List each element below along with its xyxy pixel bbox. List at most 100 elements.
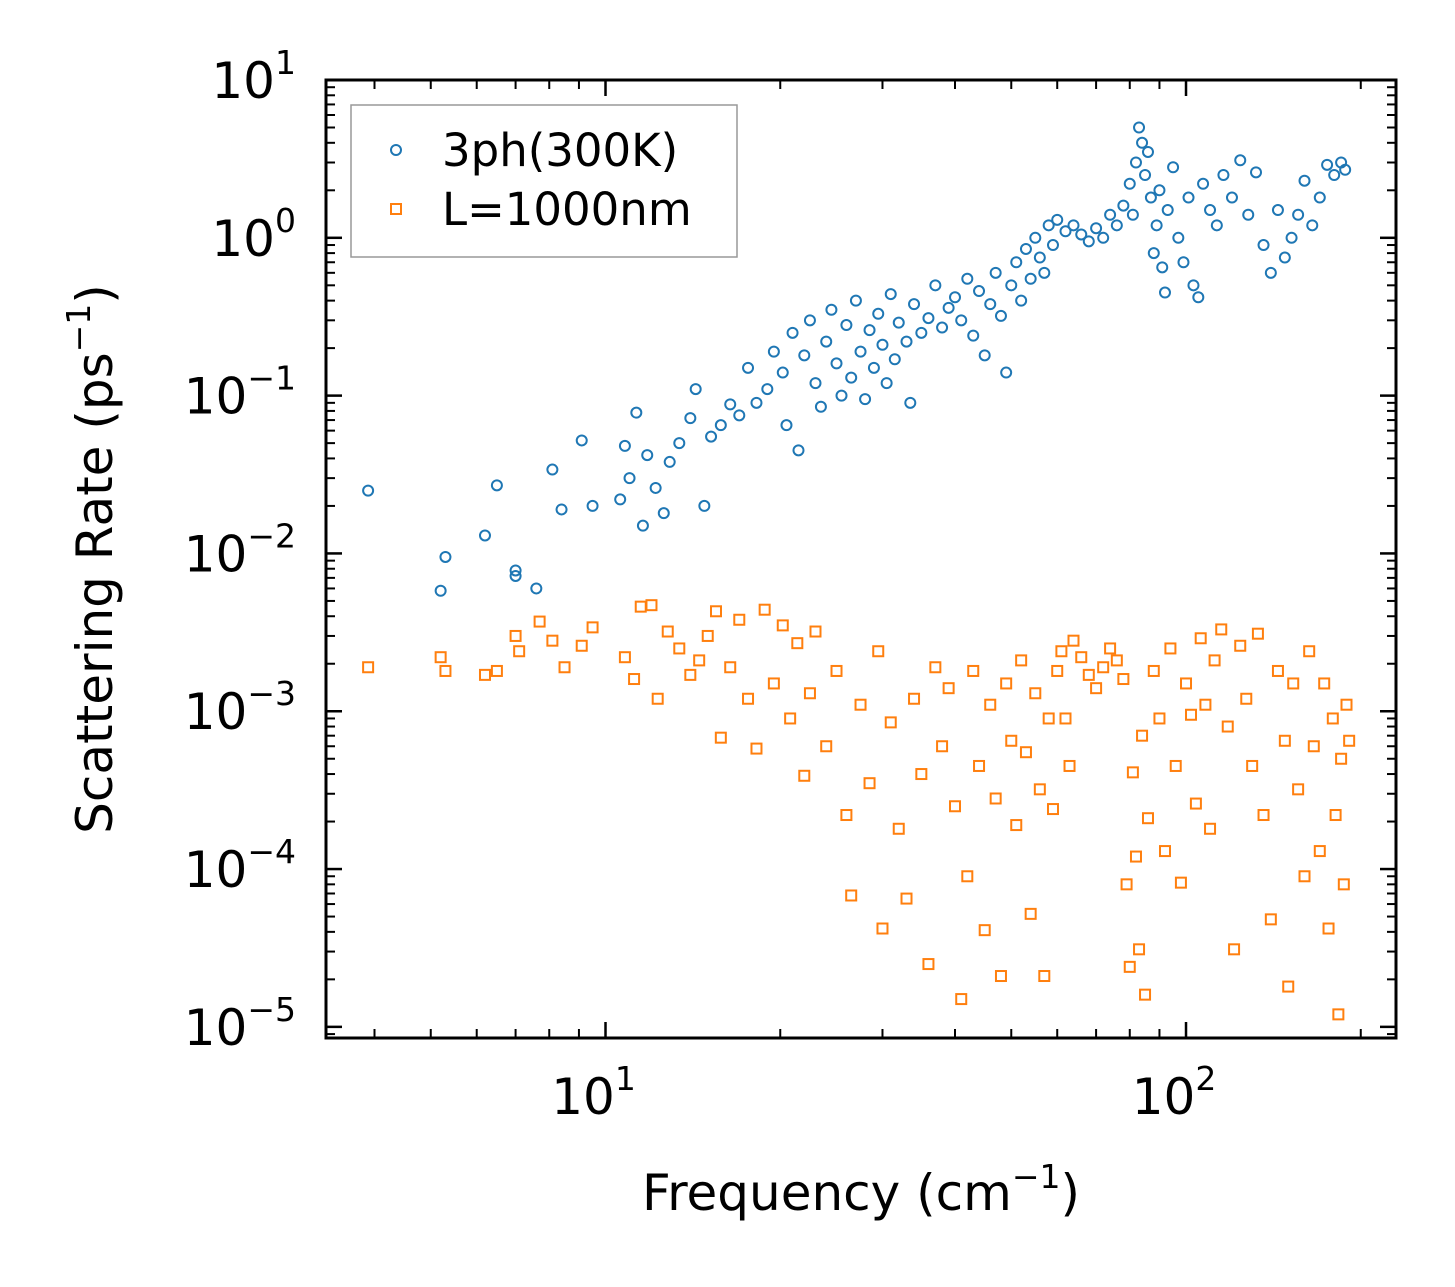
data-point	[1192, 291, 1205, 304]
data-point	[840, 809, 853, 822]
data-point	[1150, 219, 1163, 232]
data-point	[1139, 988, 1152, 1001]
data-point	[1136, 136, 1149, 149]
data-point	[922, 312, 935, 325]
data-point	[803, 687, 816, 700]
data-point	[929, 279, 942, 292]
major-ticks	[326, 78, 1396, 1038]
data-point	[1059, 712, 1072, 725]
data-point	[1240, 692, 1253, 705]
data-point	[973, 759, 986, 772]
data-point	[705, 430, 718, 443]
data-point	[854, 345, 867, 358]
data-point	[1234, 154, 1247, 167]
data-point	[845, 371, 858, 384]
data-point	[724, 398, 737, 411]
data-point	[936, 740, 949, 753]
data-point	[1067, 219, 1080, 232]
data-point	[1090, 222, 1103, 235]
data-point	[955, 993, 968, 1006]
data-point	[949, 800, 962, 813]
data-point	[892, 316, 905, 329]
data-point	[1161, 204, 1174, 217]
data-point	[942, 682, 955, 695]
data-point	[1153, 712, 1166, 725]
data-point	[1185, 708, 1198, 721]
data-point	[1158, 845, 1171, 858]
legend-marker-3ph	[390, 144, 402, 156]
data-point	[1133, 943, 1146, 956]
data-point	[994, 970, 1007, 983]
data-point	[825, 303, 838, 316]
data-point	[1234, 639, 1247, 652]
data-point	[750, 396, 763, 409]
data-point	[929, 661, 942, 674]
data-point	[1321, 158, 1334, 171]
data-point	[645, 599, 658, 612]
data-point	[623, 472, 636, 485]
data-point	[1139, 169, 1152, 182]
data-point	[767, 677, 780, 690]
data-point	[1271, 664, 1284, 677]
series-3ph	[362, 121, 1352, 597]
x-tick-label: 101	[551, 1059, 636, 1126]
data-point	[758, 603, 771, 616]
data-point	[1042, 219, 1055, 232]
data-point	[1090, 682, 1103, 695]
data-point	[1097, 231, 1110, 244]
data-point	[876, 922, 889, 935]
data-point	[1174, 876, 1187, 889]
data-point	[1326, 712, 1339, 725]
data-point	[961, 870, 974, 883]
data-point	[973, 285, 986, 298]
data-point	[955, 314, 968, 327]
data-point	[854, 698, 867, 711]
series-layer	[362, 121, 1356, 1021]
y-tick-label: 10−5	[184, 990, 296, 1057]
data-point	[884, 716, 897, 729]
data-point	[1046, 239, 1059, 252]
data-point	[784, 712, 797, 725]
data-point	[1257, 809, 1270, 822]
data-point	[1133, 121, 1146, 134]
y-tick-label: 10−3	[184, 674, 296, 741]
data-point	[1141, 145, 1154, 158]
data-point	[1313, 191, 1326, 204]
data-point	[1204, 822, 1217, 835]
data-point	[439, 664, 452, 677]
data-point	[513, 645, 526, 658]
data-point	[1104, 642, 1117, 655]
data-point	[533, 615, 546, 628]
data-point	[1292, 783, 1305, 796]
data-point	[1126, 766, 1139, 779]
data-point	[1322, 922, 1335, 935]
data-point	[908, 298, 921, 311]
data-point	[555, 503, 568, 516]
tick-labels: 101 102 101 100 10−1 10−2 10−3 10−4 10−5	[184, 43, 1217, 1126]
x-tick-label: 102	[1132, 1059, 1217, 1126]
data-point	[1063, 759, 1076, 772]
data-point	[900, 892, 913, 905]
data-point	[1210, 219, 1223, 232]
data-point	[586, 499, 599, 512]
data-point	[876, 338, 889, 351]
data-point	[830, 664, 843, 677]
data-point	[1208, 654, 1221, 667]
data-point	[1067, 634, 1080, 647]
data-point	[814, 400, 827, 413]
data-point	[830, 357, 843, 370]
data-point	[661, 625, 674, 638]
data-point	[809, 377, 822, 390]
data-point	[1204, 204, 1217, 217]
data-point	[614, 493, 627, 506]
data-point	[1015, 654, 1028, 667]
data-point	[1306, 219, 1319, 232]
data-point	[546, 463, 559, 476]
data-point	[649, 481, 662, 494]
data-point	[1194, 632, 1207, 645]
data-point	[863, 777, 876, 790]
data-point	[1225, 191, 1238, 204]
legend: 3ph(300K) L=1000nm	[350, 104, 738, 258]
data-point	[1005, 734, 1018, 747]
data-point	[761, 383, 774, 396]
